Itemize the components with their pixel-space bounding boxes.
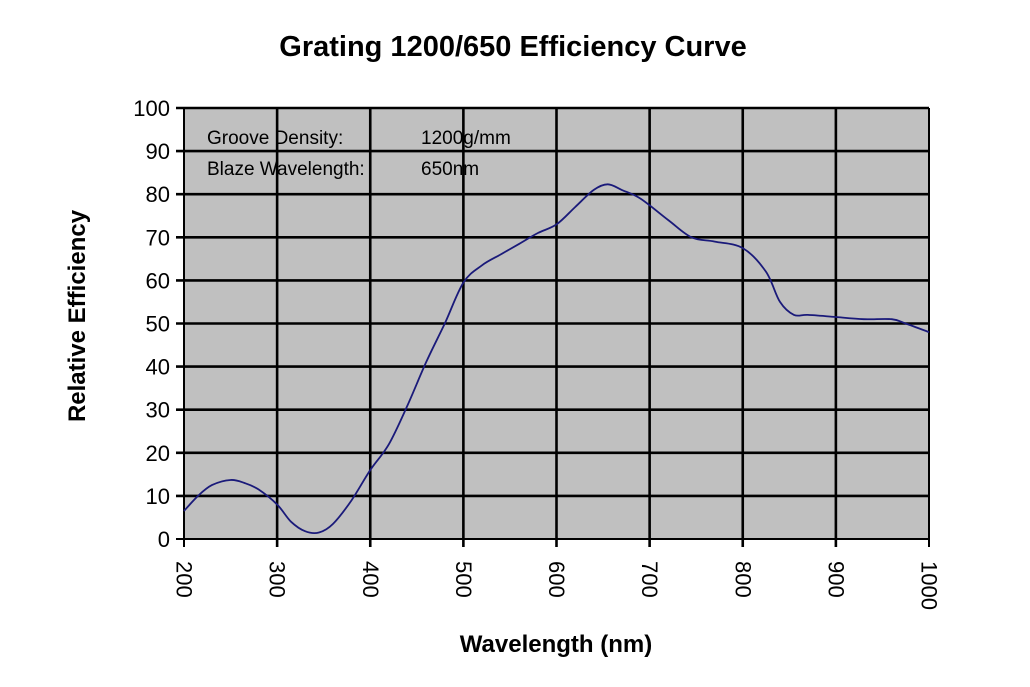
y-tick-label-70: 70 (146, 225, 170, 250)
y-tick-label-10: 10 (146, 484, 170, 509)
groove-density-label: Groove Density: (207, 128, 343, 149)
x-tick-label-300: 300 (265, 561, 290, 598)
y-tick-label-30: 30 (146, 398, 170, 423)
horizontal-gridlines (176, 106, 929, 540)
efficiency-series-line (183, 183, 930, 535)
y-tick-label-0: 0 (158, 527, 170, 552)
groove-density-value: 1200g/mm (421, 128, 511, 149)
y-tick-label-50: 50 (146, 312, 170, 337)
x-tick-labels: 200 300 400 500 600 700 800 900 1000 (172, 561, 942, 610)
y-tick-label-80: 80 (146, 182, 170, 207)
chart-title: Grating 1200/650 Efficiency Curve (279, 31, 746, 63)
x-tick-label-500: 500 (451, 561, 476, 598)
x-tick-label-1000: 1000 (917, 561, 942, 610)
x-tick-label-700: 700 (637, 561, 662, 598)
y-tick-label-90: 90 (146, 139, 170, 164)
blaze-wavelength-value: 650nm (421, 159, 479, 180)
blaze-wavelength-label: Blaze Wavelength: (207, 159, 365, 180)
x-tick-label-600: 600 (544, 561, 569, 598)
y-tick-label-20: 20 (146, 441, 170, 466)
x-tick-label-800: 800 (730, 561, 755, 598)
x-tick-label-900: 900 (823, 561, 848, 598)
x-tick-label-400: 400 (358, 561, 383, 598)
y-tick-label-100: 100 (133, 96, 170, 121)
y-axis-label: Relative Efficiency (64, 209, 91, 422)
x-axis-label: Wavelength (nm) (460, 631, 652, 658)
y-tick-label-60: 60 (146, 268, 170, 293)
y-tick-label-40: 40 (146, 355, 170, 380)
y-tick-labels: 0 10 20 30 40 50 60 70 80 90 100 (133, 96, 170, 552)
x-tick-label-200: 200 (172, 561, 197, 598)
